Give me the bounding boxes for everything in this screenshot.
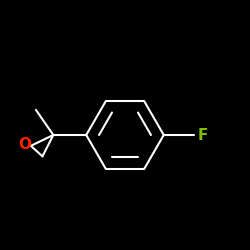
Text: O: O	[18, 137, 31, 152]
Text: F: F	[198, 128, 208, 142]
